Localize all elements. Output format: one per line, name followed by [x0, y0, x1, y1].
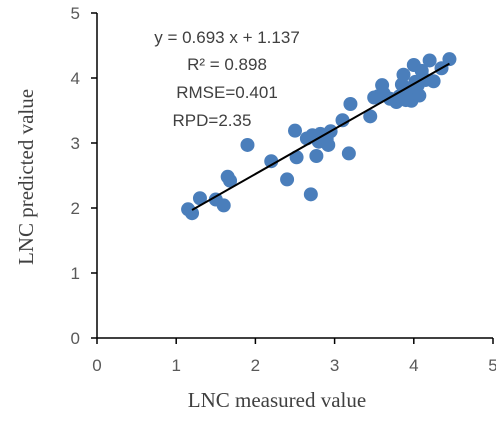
y-tick-label: 1	[71, 264, 80, 283]
y-tick-label: 5	[71, 4, 80, 23]
data-point	[223, 173, 238, 188]
data-point	[335, 113, 350, 128]
y-tick-label: 3	[71, 134, 80, 153]
data-point	[280, 172, 295, 187]
data-point	[343, 97, 358, 111]
y-tick-label: 0	[71, 329, 80, 348]
data-point	[309, 149, 324, 163]
x-tick-label: 2	[251, 356, 260, 375]
x-tick-label: 5	[488, 356, 496, 375]
y-tick-label: 4	[71, 69, 80, 88]
rmse-label: RMSE=0.401	[176, 83, 278, 102]
x-tick-label: 4	[409, 356, 418, 375]
data-point	[216, 198, 231, 213]
x-tick-label: 3	[330, 356, 339, 375]
x-tick-label: 1	[171, 356, 180, 375]
data-point	[185, 206, 200, 221]
data-point	[422, 53, 437, 68]
data-point	[303, 187, 318, 202]
trendline-group	[191, 62, 450, 211]
x-axis: 0 1 2 3 4 5	[92, 337, 496, 375]
data-point	[288, 123, 302, 138]
equation-label: y = 0.693 x + 1.137	[154, 28, 300, 47]
trendline	[191, 62, 450, 211]
data-point	[321, 137, 336, 152]
data-points	[181, 52, 457, 221]
data-point	[412, 88, 427, 103]
data-point	[264, 154, 279, 169]
x-tick-label: 0	[92, 356, 101, 375]
x-axis-title: LNC measured value	[188, 388, 366, 412]
data-point	[192, 191, 207, 206]
data-point	[426, 74, 441, 89]
r2-label: R² = 0.898	[187, 55, 267, 74]
data-point	[442, 52, 457, 67]
data-point	[396, 67, 411, 82]
rpd-label: RPD=2.35	[173, 111, 252, 130]
y-axis: 0 1 2 3 4 5	[71, 4, 98, 348]
data-point	[240, 137, 255, 152]
data-point	[289, 150, 304, 165]
y-tick-label: 2	[71, 199, 80, 218]
y-axis-title: LNC predicted value	[14, 89, 38, 265]
data-point	[341, 146, 356, 161]
data-point	[363, 109, 378, 124]
